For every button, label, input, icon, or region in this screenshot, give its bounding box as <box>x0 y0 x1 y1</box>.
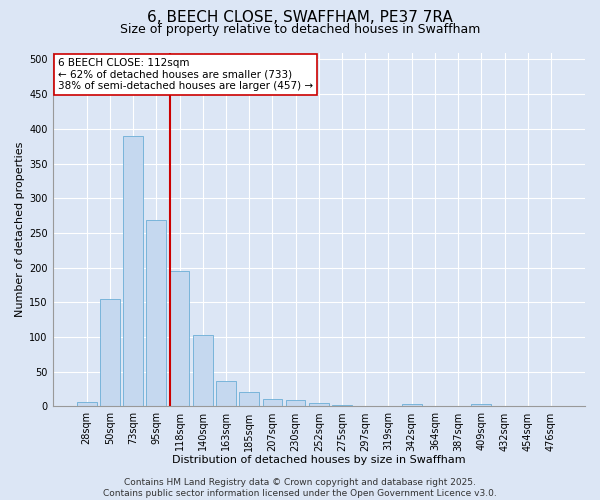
X-axis label: Distribution of detached houses by size in Swaffham: Distribution of detached houses by size … <box>172 455 466 465</box>
Bar <box>402 404 422 406</box>
Text: Size of property relative to detached houses in Swaffham: Size of property relative to detached ho… <box>120 22 480 36</box>
Bar <box>170 271 190 406</box>
Text: Contains HM Land Registry data © Crown copyright and database right 2025.
Contai: Contains HM Land Registry data © Crown c… <box>103 478 497 498</box>
Bar <box>146 220 166 406</box>
Text: 6 BEECH CLOSE: 112sqm
← 62% of detached houses are smaller (733)
38% of semi-det: 6 BEECH CLOSE: 112sqm ← 62% of detached … <box>58 58 313 91</box>
Bar <box>216 382 236 406</box>
Bar <box>239 392 259 406</box>
Bar <box>77 402 97 406</box>
Bar <box>286 400 305 406</box>
Bar <box>263 399 282 406</box>
Bar <box>309 403 329 406</box>
Bar <box>332 405 352 406</box>
Bar <box>472 404 491 406</box>
Bar <box>193 335 212 406</box>
Text: 6, BEECH CLOSE, SWAFFHAM, PE37 7RA: 6, BEECH CLOSE, SWAFFHAM, PE37 7RA <box>147 10 453 25</box>
Bar <box>100 299 120 406</box>
Y-axis label: Number of detached properties: Number of detached properties <box>15 142 25 317</box>
Bar <box>123 136 143 406</box>
